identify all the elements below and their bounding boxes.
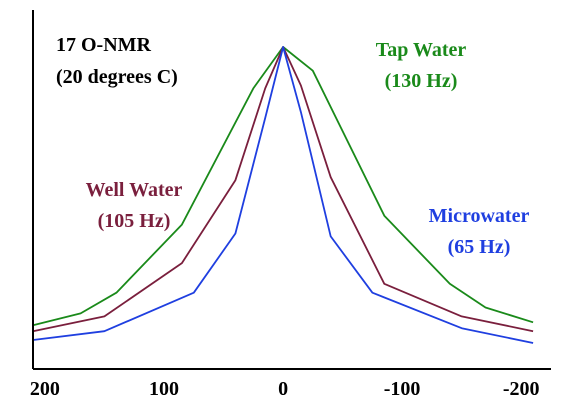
series-layer — [32, 46, 534, 344]
x-tick-label: 0 — [278, 378, 288, 400]
series-label-tap-water: Tap Water — [376, 39, 467, 61]
x-tick-label: -200 — [503, 378, 540, 400]
series-line-microwater — [32, 46, 534, 344]
series-label-microwater: Microwater — [429, 205, 530, 227]
x-tick-label: 200 — [30, 378, 60, 400]
series-width-microwater: (65 Hz) — [448, 236, 511, 258]
x-tick-label: -100 — [384, 378, 421, 400]
series-width-tap-water: (130 Hz) — [385, 70, 458, 92]
series-width-well-water: (105 Hz) — [98, 210, 171, 232]
series-label-well-water: Well Water — [86, 179, 183, 201]
x-tick-label: 100 — [149, 378, 179, 400]
chart-title-line-1: 17 O-NMR — [56, 34, 152, 56]
chart-title-line-2: (20 degrees C) — [56, 66, 178, 88]
x-tick-labels: 200 100 0 -100 -200 — [30, 378, 540, 400]
